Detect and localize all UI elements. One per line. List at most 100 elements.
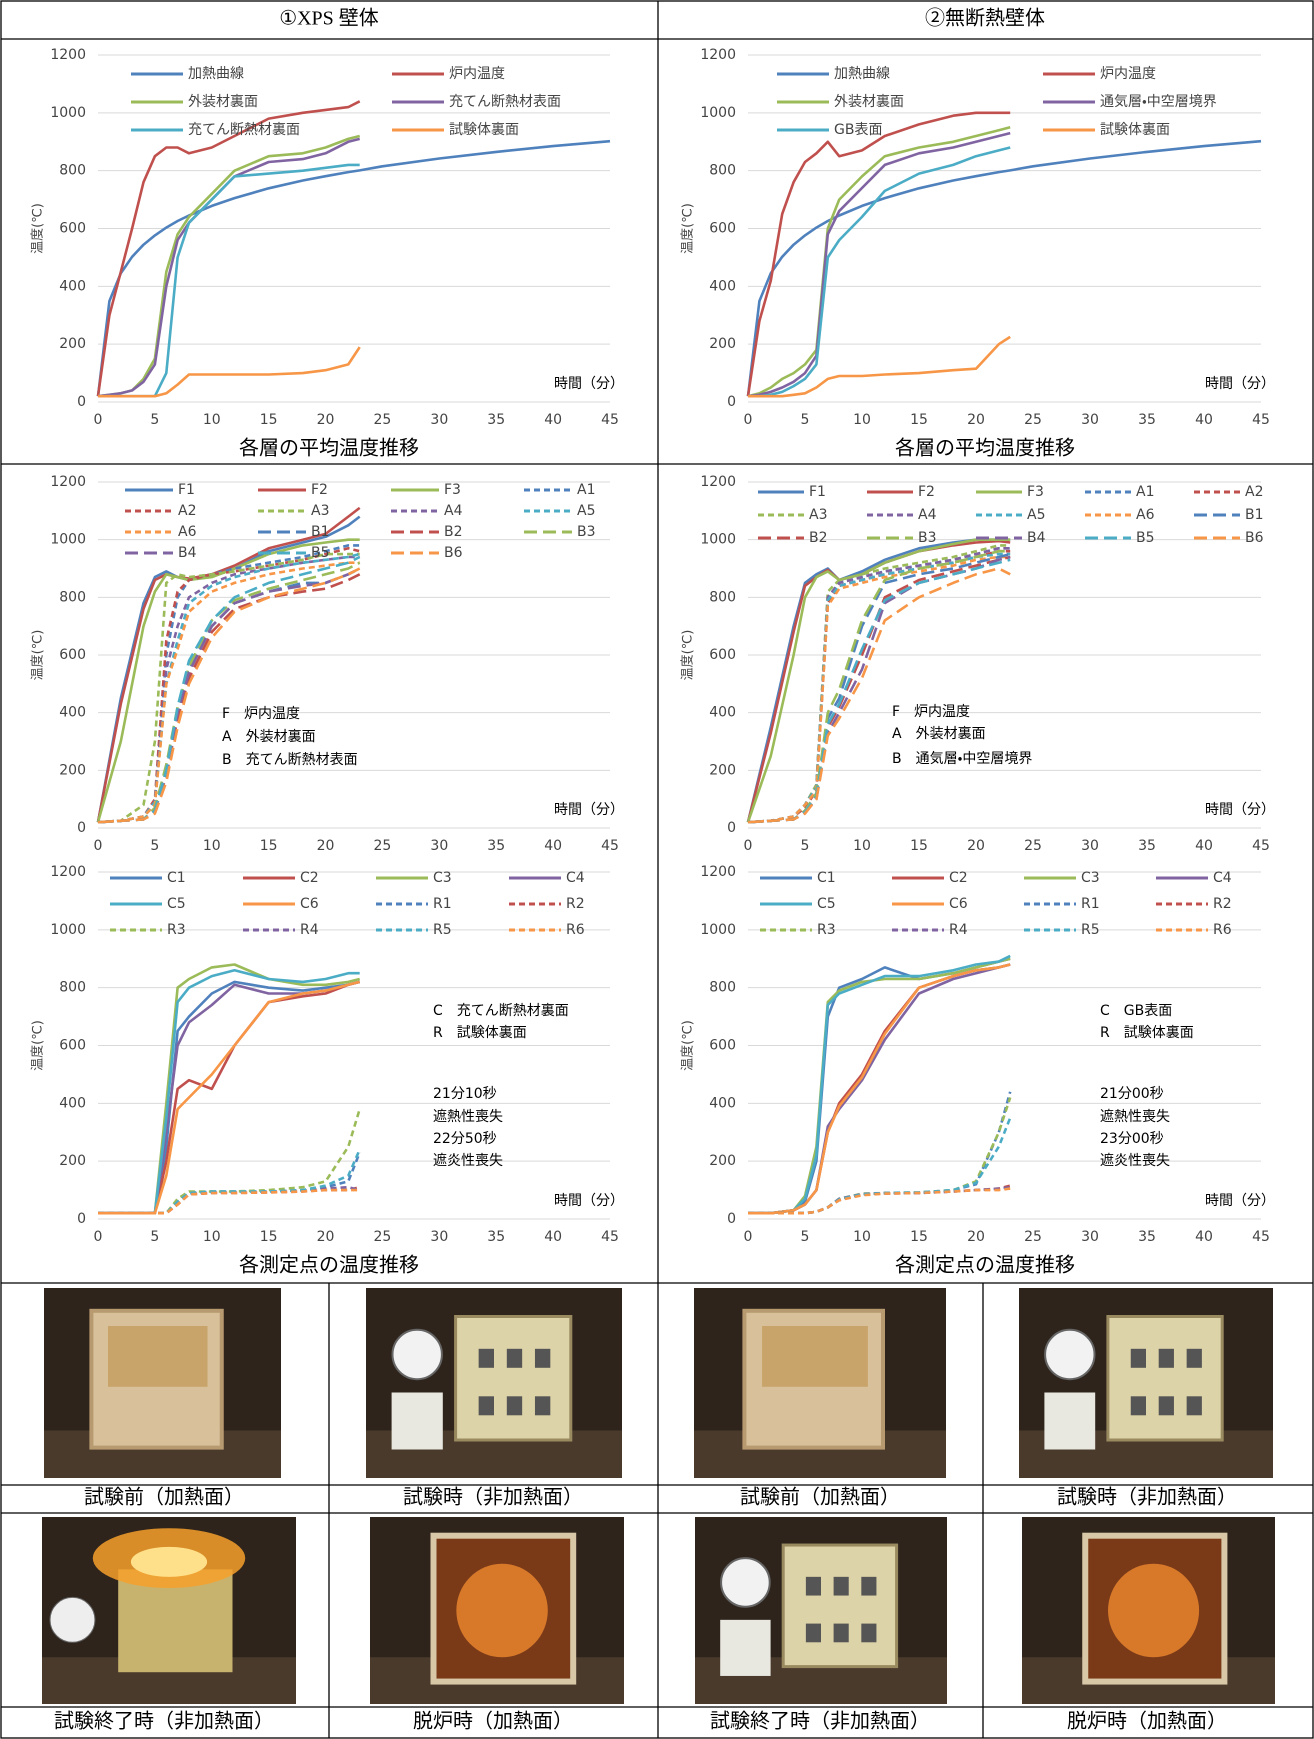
x-tick-label: 20 [967, 412, 985, 428]
sensor [535, 1349, 550, 1368]
x-axis-label: 時間（分） [554, 802, 624, 818]
x-tick-label: 15 [260, 838, 278, 854]
legend-label: 充てん断熱材表面 [449, 94, 561, 110]
legend-label: A3 [311, 503, 329, 519]
legend-label: A1 [1136, 484, 1154, 500]
y-tick-label: 0 [77, 820, 86, 836]
x-axis-label: 時間（分） [554, 376, 624, 392]
x-tick-label: 35 [487, 412, 505, 428]
x-tick-label: 45 [601, 1229, 619, 1245]
photo-caption: 脱炉時（加熱面） [413, 1710, 573, 1733]
sensor [1187, 1396, 1202, 1415]
sensor [1131, 1349, 1146, 1368]
sensor [479, 1349, 494, 1368]
y-axis-label: 温度(℃) [30, 203, 46, 254]
x-tick-label: 25 [374, 838, 392, 854]
annotation: 遮炎性喪失 [433, 1153, 503, 1169]
chart-caption: 各層の平均温度推移 [239, 437, 419, 460]
x-tick-label: 5 [150, 1229, 159, 1245]
x-tick-label: 30 [430, 1229, 448, 1245]
x-tick-label: 5 [801, 838, 810, 854]
x-tick-label: 0 [94, 1229, 103, 1245]
y-tick-label: 800 [709, 980, 736, 996]
y-tick-label: 200 [59, 336, 86, 352]
legend-label: A6 [1136, 507, 1155, 523]
page: ①XPS 壁体 ②無断熱壁体 各層の平均温度推移 各層の平均温度推移 各測定点の… [0, 0, 1314, 1739]
legend-label: F1 [809, 484, 826, 500]
legend-label: F1 [178, 482, 195, 498]
legend-label: 加熱曲線 [834, 66, 890, 82]
annotation: B 充てん断熱材表面 [222, 752, 358, 768]
sensor [834, 1577, 849, 1596]
y-tick-label: 1000 [50, 922, 86, 938]
photo-caption: 試験前（加熱面） [84, 1486, 244, 1509]
x-tick-label: 25 [374, 1229, 392, 1245]
legend-label: R4 [300, 922, 319, 938]
legend-label: GB表面 [834, 122, 882, 138]
sensor [1187, 1349, 1202, 1368]
x-tick-label: 0 [94, 838, 103, 854]
column-header: ②無断熱壁体 [925, 7, 1045, 30]
sensor [806, 1577, 821, 1596]
annotation: 23分00秒 [1100, 1131, 1164, 1147]
legend-label: 炉内温度 [1100, 66, 1156, 82]
x-axis-label: 時間（分） [1205, 802, 1275, 818]
x-tick-label: 20 [317, 838, 335, 854]
x-tick-label: 40 [544, 412, 562, 428]
x-tick-label: 40 [544, 838, 562, 854]
legend-label: F2 [918, 484, 935, 500]
sensor [507, 1349, 522, 1368]
y-axis-label: 温度(℃) [680, 1020, 696, 1071]
x-axis-label: 時間（分） [554, 1193, 624, 1209]
x-tick-label: 20 [317, 1229, 335, 1245]
sign [392, 1393, 443, 1450]
y-tick-label: 1200 [700, 474, 736, 490]
chart-caption: 各測定点の温度推移 [239, 1254, 419, 1277]
x-tick-label: 45 [1252, 1229, 1270, 1245]
legend-label: C2 [300, 870, 319, 886]
legend-label: B1 [311, 524, 330, 540]
y-tick-label: 400 [709, 1095, 736, 1111]
y-tick-label: 200 [709, 762, 736, 778]
x-tick-label: 30 [430, 412, 448, 428]
x-tick-label: 10 [203, 1229, 221, 1245]
annotation: 遮熱性喪失 [433, 1109, 503, 1125]
x-tick-label: 10 [853, 838, 871, 854]
y-tick-label: 800 [59, 589, 86, 605]
y-axis-label: 温度(℃) [30, 1020, 46, 1071]
x-tick-label: 10 [853, 1229, 871, 1245]
y-tick-label: 800 [59, 163, 86, 179]
y-axis-label: 温度(℃) [30, 630, 46, 681]
chart-caption: 各層の平均温度推移 [895, 437, 1075, 460]
y-tick-label: 1000 [50, 105, 86, 121]
y-axis-label: 温度(℃) [680, 630, 696, 681]
photo: 試験前（加熱面） [44, 1288, 281, 1509]
annotation: A 外装材裏面 [222, 729, 316, 745]
annotation: 遮炎性喪失 [1100, 1153, 1170, 1169]
legend-label: B2 [444, 524, 463, 540]
legend-label: C5 [817, 896, 836, 912]
y-tick-label: 600 [59, 647, 86, 663]
legend-label: A4 [918, 507, 937, 523]
y-tick-label: 800 [709, 163, 736, 179]
photo-caption: 試験時（非加熱面） [403, 1486, 583, 1509]
x-tick-label: 15 [910, 838, 928, 854]
annotation: R 試験体裏面 [433, 1025, 527, 1041]
legend-label: A5 [1027, 507, 1045, 523]
legend-label: 試験体裏面 [449, 122, 519, 138]
y-tick-label: 200 [59, 762, 86, 778]
sensor [1159, 1349, 1174, 1368]
y-tick-label: 600 [709, 1038, 736, 1054]
annotation: C GB表面 [1100, 1003, 1172, 1019]
x-tick-label: 45 [1252, 412, 1270, 428]
y-tick-label: 800 [709, 589, 736, 605]
x-tick-label: 25 [1024, 412, 1042, 428]
x-tick-label: 25 [374, 412, 392, 428]
x-tick-label: 35 [1138, 412, 1156, 428]
annotation: 遮熱性喪失 [1100, 1109, 1170, 1125]
photo: 脱炉時（加熱面） [370, 1517, 624, 1733]
sensor [1159, 1396, 1174, 1415]
x-tick-label: 5 [801, 412, 810, 428]
legend-label: R6 [1213, 922, 1232, 938]
legend-label: C1 [817, 870, 836, 886]
